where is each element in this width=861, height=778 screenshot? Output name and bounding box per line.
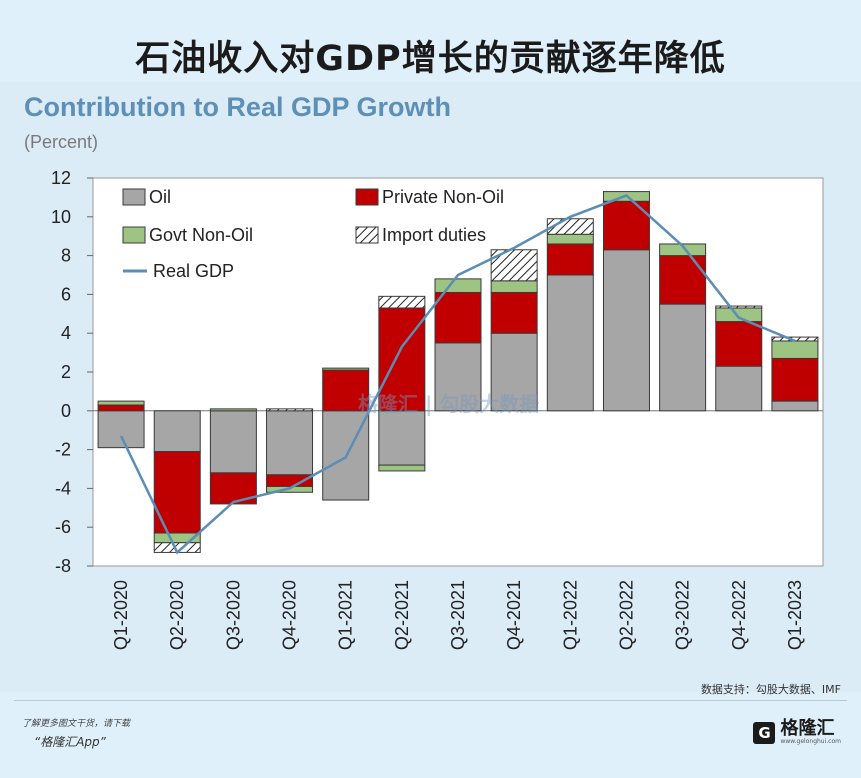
bar-import [715, 305, 763, 309]
legend-swatch-oil [122, 188, 146, 206]
legend-label-private: Private Non-Oil [382, 187, 504, 207]
bar-private [490, 291, 538, 334]
chart-bars [97, 191, 819, 553]
bar-oil [659, 303, 707, 412]
bar-private [715, 321, 763, 367]
bar-oil [434, 342, 482, 412]
bar-govt [209, 408, 257, 412]
x-tick-label: Q1-2020 [111, 580, 131, 650]
y-tick-label: 4 [61, 323, 71, 343]
bar-govt [771, 340, 819, 359]
bar-private [97, 404, 145, 412]
bar-govt [490, 280, 538, 293]
legend-swatch-govt [122, 226, 146, 244]
y-tick-label: 12 [51, 168, 71, 188]
promo-app-name: “格隆汇App” [34, 735, 106, 749]
x-tick-label: Q3-2022 [673, 580, 693, 650]
x-tick-label: Q3-2020 [223, 580, 243, 650]
x-tick-label: Q2-2021 [392, 580, 412, 650]
brand-g-icon: G [753, 721, 776, 744]
bar-private [546, 243, 594, 276]
real-gdp-line [119, 194, 796, 555]
bar-private [434, 291, 482, 344]
source-note: 数据支持：勾股大数据、IMF [700, 683, 841, 696]
bar-govt [659, 243, 707, 257]
bar-private [771, 357, 819, 402]
bar-oil [715, 365, 763, 412]
promo-text: 了解更多图文干货，请下载 [22, 719, 131, 729]
bar-govt [378, 464, 426, 472]
legend-swatch-private [355, 188, 379, 206]
x-tick-label: Q4-2020 [280, 580, 300, 650]
x-tick-label: Q1-2023 [785, 580, 805, 650]
bar-private [322, 369, 370, 412]
y-tick-label: -6 [55, 517, 71, 537]
chart-title: Contribution to Real GDP Growth [24, 92, 451, 122]
bar-oil [546, 274, 594, 412]
chart-subtitle: (Percent) [24, 132, 99, 152]
x-tick-label: Q1-2021 [336, 580, 356, 650]
brand-logo[interactable]: G 格隆汇 www.gelonghui.com [753, 720, 841, 745]
bar-govt [97, 400, 145, 406]
x-tick-label: Q2-2020 [167, 580, 187, 650]
y-tick-label: -2 [55, 440, 71, 460]
bar-oil [266, 410, 314, 476]
x-tick-label: Q4-2022 [729, 580, 749, 650]
legend-swatch-import [355, 226, 379, 244]
chart-legend: Oil Private Non-Oil Govt Non-Oil Import dut… [122, 187, 504, 281]
bar-oil [97, 410, 145, 449]
legend-label-real-gdp: Real GDP [153, 261, 234, 281]
chart-svg: 12 10 8 6 4 2 0 -2 -4 -6 -8 Q1-2020 Q2-2020 Q3-2020 Q4… [51, 168, 824, 650]
bar-oil [378, 410, 426, 466]
y-tick-label: 0 [61, 401, 71, 421]
x-tick-label: Q3-2021 [448, 580, 468, 650]
bar-private [659, 255, 707, 305]
y-tick-label: 8 [61, 246, 71, 266]
brand-url: www.gelonghui.com [780, 738, 841, 745]
y-tick-label: 6 [61, 284, 71, 304]
bar-oil [602, 249, 650, 412]
x-tick-label: Q4-2021 [504, 580, 524, 650]
legend-label-govt: Govt Non-Oil [149, 225, 253, 245]
footer-divider [14, 700, 847, 701]
x-tick-label: Q2-2022 [616, 580, 636, 650]
bar-oil [209, 410, 257, 474]
x-tick-label: Q1-2022 [560, 580, 580, 650]
bar-govt [715, 307, 763, 323]
legend-label-import: Import duties [382, 225, 486, 245]
bar-import [378, 295, 426, 309]
real-gdp-line-group [119, 194, 796, 555]
legend-label-oil: Oil [149, 187, 171, 207]
bar-govt [322, 367, 370, 371]
bar-govt [434, 278, 482, 293]
y-tick-label: 2 [61, 362, 71, 382]
bar-oil [771, 400, 819, 412]
bar-oil [153, 410, 201, 453]
watermark: 格隆汇 | 勾股大数据 [358, 392, 540, 416]
y-tick-label: -4 [55, 478, 71, 498]
bar-govt [546, 233, 594, 245]
page-headline: 石油收入对GDP增长的贡献逐年降低 [135, 39, 726, 79]
brand-name: 格隆汇 [780, 718, 835, 739]
y-tick-label: 10 [51, 207, 71, 227]
bar-import [266, 408, 314, 412]
bar-oil [490, 332, 538, 412]
bar-private [378, 307, 426, 412]
y-tick-label: -8 [55, 556, 71, 576]
